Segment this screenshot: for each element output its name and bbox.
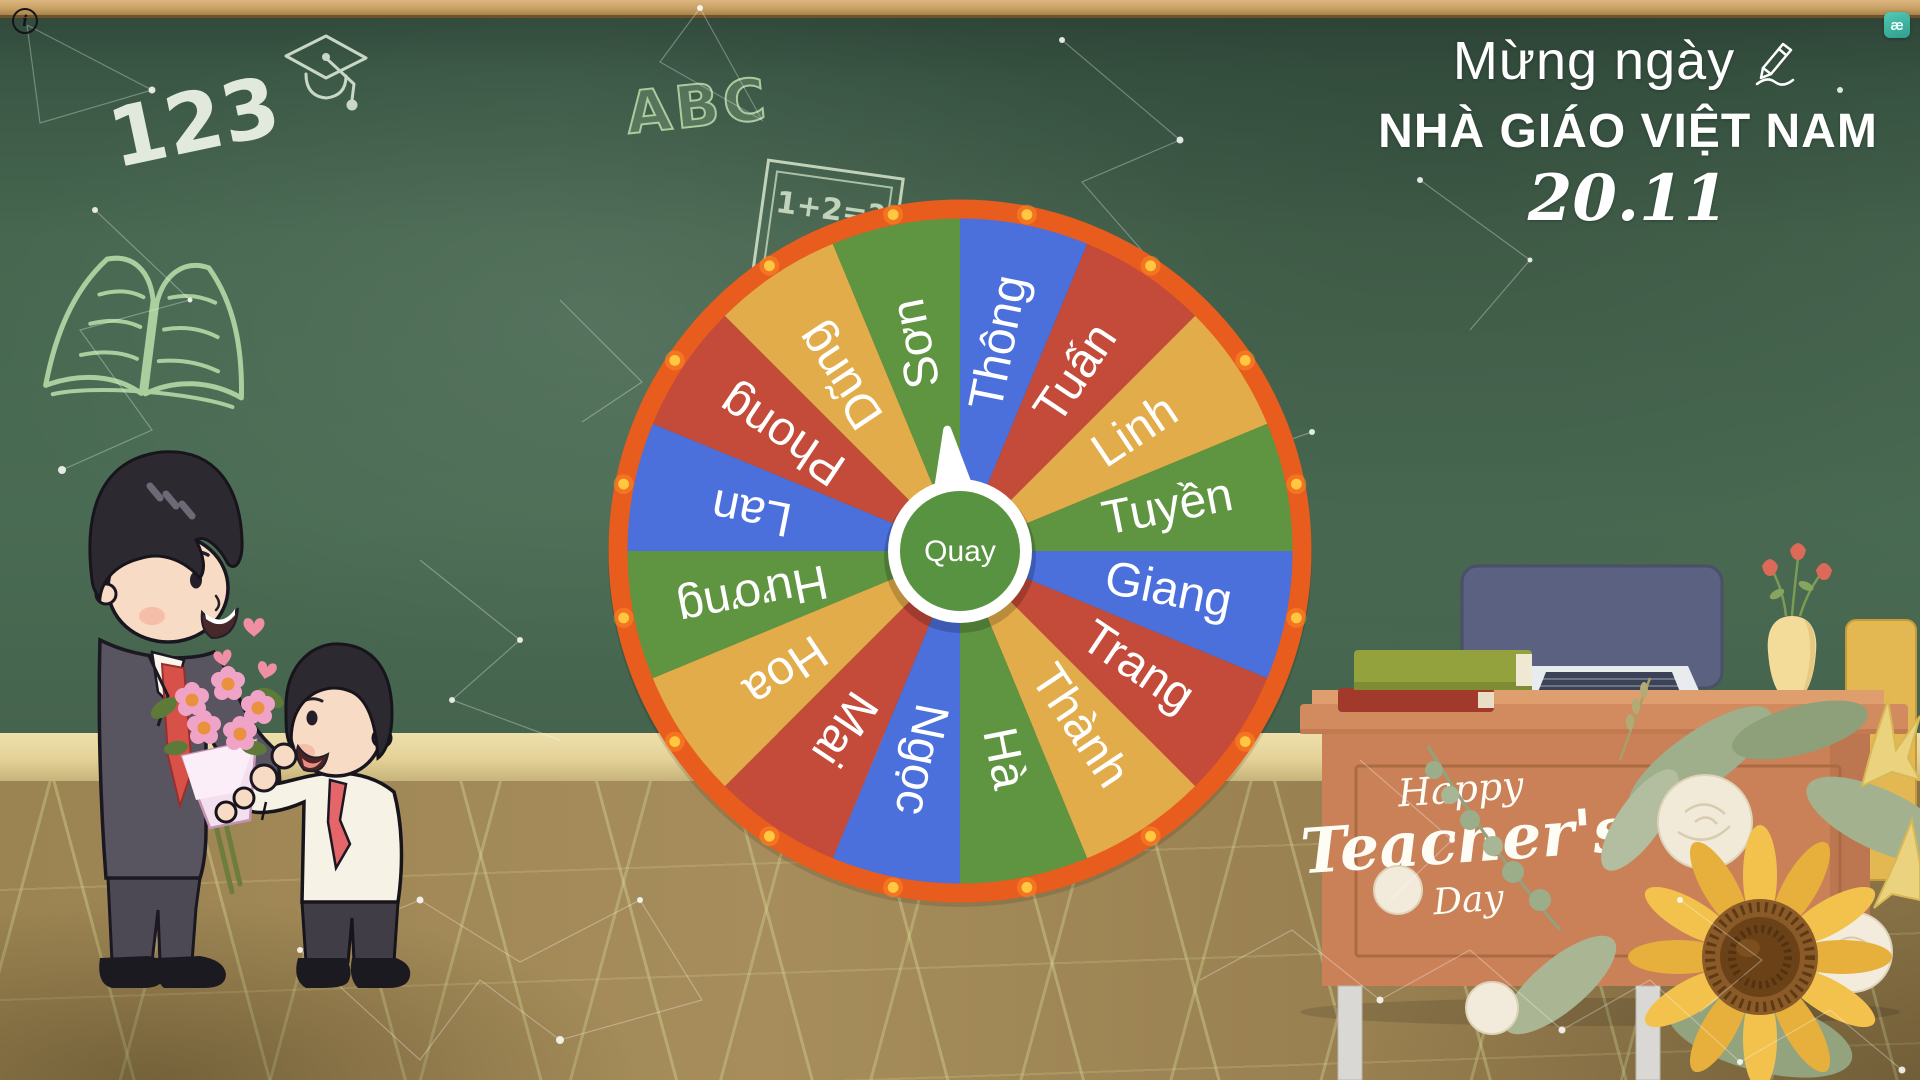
wheel-segment[interactable] [960,551,1197,860]
wheel-segment[interactable] [960,242,1197,551]
wheel-rim-light [1239,355,1251,366]
wheel-rim-light [1145,830,1156,842]
wheel-segment[interactable] [626,551,960,679]
wheel-segment[interactable] [960,217,1088,551]
green-book [1354,650,1532,690]
tulip-flowers [1762,543,1832,580]
wheel-segment[interactable] [960,314,1269,551]
chalkboard-wood-frame [0,0,1920,18]
title-date: 20.11 [1527,161,1729,236]
wheel-segments[interactable] [626,217,1294,885]
title-main: NHÀ GIÁO VIỆT NAM [1378,105,1878,158]
student-figure [244,642,411,988]
chalk-letters-doodle: ABC [623,65,773,148]
info-icon[interactable]: i [12,8,38,34]
vase-body [1767,616,1817,706]
wheel-rim-light [1145,260,1156,272]
event-title-block: Mừng ngày NHÀ GIÁO VIỆT NAM 20.11 [1368,30,1888,236]
wheel-spin-button-label[interactable]: Quay [924,535,996,568]
wheel-rim-light [764,260,775,272]
chalk-numbers-doodle: 123 [101,59,288,188]
wheel-segment[interactable] [960,551,1269,788]
wheel-hub[interactable] [900,491,1020,611]
wheel-rim-light [1239,736,1251,747]
teacher-student-illustration [88,450,411,988]
chalk-open-book-icon [43,255,244,410]
red-book [1338,688,1494,712]
title-greeting: Mừng ngày [1452,31,1736,91]
wheel-rim-light [764,830,775,842]
wheel-rim-light [618,478,629,490]
wheel-rim-light [887,882,899,893]
desk-caption-happy: Happy [1395,763,1525,816]
wheel-segment[interactable] [832,551,960,885]
wheel-segment[interactable] [960,551,1294,679]
flower-vase [1762,543,1832,706]
wheel-segment[interactable] [651,551,960,788]
bouquet-gift [150,618,298,895]
wheel-rim [608,199,1312,903]
wheel-segment[interactable] [960,551,1088,885]
wheel-segment[interactable] [651,314,960,551]
wheel-rim-light [1291,478,1302,490]
wheel-segment[interactable] [626,423,960,551]
wheel-segment[interactable] [723,242,960,551]
sunflower [1628,825,1892,1080]
wheel-rim-lights [613,204,1307,898]
wheel-segment[interactable] [832,217,960,551]
desk-caption-day: Day [1431,877,1506,923]
desk-leg [1337,985,1363,1080]
brand-badge[interactable]: æ [1884,12,1910,38]
wheel-rim-light [669,736,681,747]
pen-doodle-icon [1755,42,1795,86]
spinning-wheel[interactable]: ThôngTuấnLinhTuyềnGiangTrangThànhHàNgọcM… [580,171,1340,931]
wheel-rim-light [1021,882,1033,893]
chalk-graduation-cap-icon [284,34,368,111]
yellow-lilies [1860,699,1920,909]
wheel-segment[interactable] [723,551,960,860]
wheel-rim-light [887,209,899,220]
wheel-rim-light [1021,209,1033,220]
wheel-rim-light [618,612,629,624]
wheel-segment-label: Hà [972,723,1036,794]
wheel-rim-light [669,355,681,366]
flower-bouquet [1373,677,1920,1080]
wheel-rim-light [1291,612,1302,624]
wheel-segment[interactable] [960,423,1294,551]
